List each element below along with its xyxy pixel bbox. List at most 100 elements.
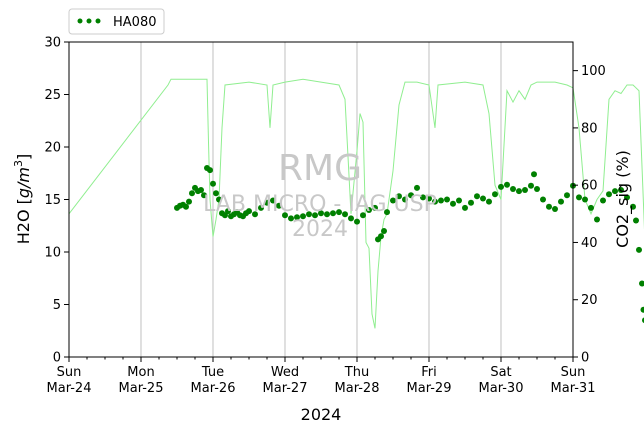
h2o-point <box>612 188 618 195</box>
left-y-tick-label: 30 <box>44 36 61 51</box>
x-tick-date: Mar-28 <box>335 381 380 396</box>
h2o-point <box>456 197 462 204</box>
left-y-tick-label: 10 <box>44 246 61 261</box>
x-tick-date: Mar-24 <box>47 381 92 396</box>
h2o-point <box>183 203 189 210</box>
h2o-point <box>474 193 480 200</box>
right-y-tick-label: 80 <box>581 121 598 136</box>
legend-label: HA080 <box>113 15 156 30</box>
h2o-point <box>420 194 426 201</box>
h2o-point <box>336 209 342 216</box>
watermark-line2: LAB MICRO - IAG USP <box>203 192 437 217</box>
right-y-tick-label: 20 <box>581 293 598 308</box>
x-axis-label: 2024 <box>301 405 342 424</box>
h2o-point <box>564 192 570 199</box>
h2o-point <box>438 197 444 204</box>
h2o-point <box>540 196 546 203</box>
h2o-point <box>522 187 528 193</box>
right-y-tick-label: 40 <box>581 236 598 251</box>
h2o-point <box>414 184 420 191</box>
h2o-point <box>201 192 207 199</box>
h2o-point <box>222 212 228 219</box>
h2o-point <box>342 211 348 218</box>
left-y-tick-label: 20 <box>44 141 61 156</box>
h2o-point <box>558 198 564 205</box>
h2o-point <box>552 206 558 212</box>
h2o-point <box>348 215 354 222</box>
h2o-point <box>594 216 600 223</box>
x-tick-day: Thu <box>344 365 369 380</box>
x-tick-day: Fri <box>421 365 437 380</box>
h2o-point <box>600 197 606 204</box>
x-tick-date: Mar-31 <box>551 381 596 396</box>
right-y-tick-label: 100 <box>581 64 606 79</box>
left-y-axis-label-unit: g/m <box>14 167 33 198</box>
left-y-axis: 0 5 10 15 20 25 30 <box>44 36 69 366</box>
h2o-point <box>480 195 486 202</box>
h2o-point <box>306 211 312 218</box>
h2o-point <box>639 280 644 287</box>
h2o-point <box>270 197 276 204</box>
left-y-axis-label-exp: 3 <box>12 160 25 167</box>
h2o-point <box>640 306 644 313</box>
left-y-tick-label: 0 <box>53 351 61 366</box>
h2o-point <box>330 210 336 217</box>
h2o-point <box>312 212 318 219</box>
h2o-point <box>426 195 432 202</box>
right-y-tick-label: 60 <box>581 179 598 194</box>
h2o-point <box>624 194 630 201</box>
x-tick-date: Mar-26 <box>191 381 236 396</box>
h2o-point <box>630 203 636 210</box>
h2o-point <box>210 180 216 187</box>
co2-series-line <box>68 78 644 329</box>
h2o-point <box>366 207 372 213</box>
h2o-point <box>390 197 396 204</box>
h2o-point <box>378 233 384 240</box>
left-y-tick-label: 15 <box>44 193 61 208</box>
left-y-axis-label-base: H2O [ <box>14 198 33 244</box>
h2o-point <box>582 196 588 203</box>
x-tick-day: Tue <box>201 365 224 380</box>
left-y-axis-label: H2O [g/m3] <box>12 154 33 245</box>
h2o-point <box>618 187 624 193</box>
x-tick-day: Sat <box>490 365 511 380</box>
h2o-point <box>462 204 468 211</box>
x-tick-day: Mon <box>127 365 154 380</box>
h2o-point <box>372 204 378 211</box>
watermark: RMG LAB MICRO - IAG USP 2024 <box>203 148 437 242</box>
left-y-axis-label-close: ] <box>14 154 33 160</box>
h2o-point <box>384 209 390 216</box>
legend: HA080 <box>68 8 165 35</box>
h2o-point <box>360 212 366 219</box>
h2o-point <box>528 182 534 189</box>
h2o-point <box>213 190 219 197</box>
h2o-point <box>396 193 402 200</box>
h2o-point <box>516 188 522 195</box>
h2o-point <box>633 217 639 224</box>
legend-box <box>68 8 165 35</box>
legend-marker <box>77 18 83 24</box>
h2o-point <box>444 196 450 203</box>
h2o-point <box>432 198 438 205</box>
h2o-point <box>486 198 492 205</box>
h2o-point <box>324 211 330 218</box>
h2o-point <box>216 196 222 203</box>
h2o-point <box>294 214 300 221</box>
h2o-point <box>354 218 360 225</box>
h2o-point <box>636 246 642 253</box>
h2o-point <box>300 213 306 220</box>
h2o-point <box>381 228 387 234</box>
watermark-line3: 2024 <box>292 217 348 242</box>
h2o-point <box>606 191 612 198</box>
legend-marker <box>95 18 101 24</box>
left-y-tick-label: 25 <box>44 88 61 103</box>
h2o-point <box>225 208 231 215</box>
h2o-point <box>207 167 213 174</box>
x-tick-day: Sun <box>561 365 586 380</box>
h2o-point <box>282 212 288 219</box>
h2o-point <box>258 204 264 211</box>
h2o-point <box>252 211 258 218</box>
h2o-point <box>408 192 414 199</box>
right-y-axis: 0 20 40 60 80 100 <box>573 64 606 366</box>
right-y-tick-label: 0 <box>581 351 589 366</box>
